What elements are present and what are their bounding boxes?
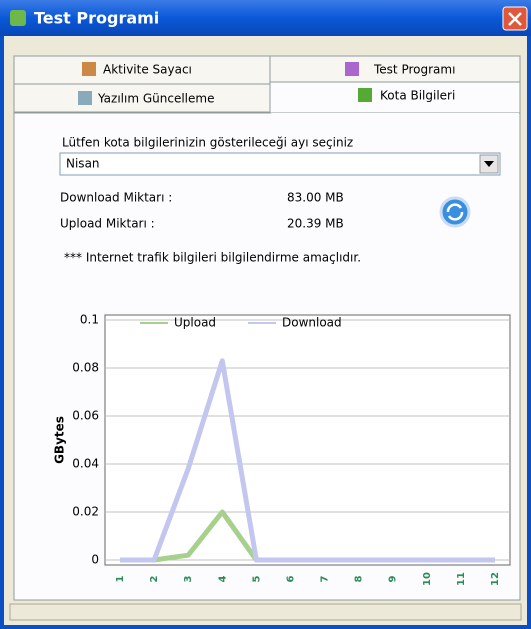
tab-label[interactable]: Aktivite Sayacı bbox=[103, 63, 192, 77]
upload-label: Upload Miktarı : bbox=[60, 217, 155, 231]
x-tick-label: 9 bbox=[388, 575, 399, 582]
upload-value: 20.39 MB bbox=[287, 217, 344, 231]
y-tick-label: 0.04 bbox=[72, 457, 99, 471]
y-tick-label: 0 bbox=[91, 553, 99, 567]
x-tick-label: 5 bbox=[251, 575, 262, 582]
legend-label: Upload bbox=[174, 316, 216, 330]
x-tick-label: 8 bbox=[354, 575, 365, 582]
status-bar bbox=[10, 604, 521, 620]
legend-label: Download bbox=[282, 316, 342, 330]
download-label: Download Miktarı : bbox=[60, 191, 172, 205]
y-axis-title: GBytes bbox=[53, 416, 67, 464]
note: *** Internet trafik bilgileri bilgilendi… bbox=[64, 251, 361, 265]
window: Test Programi Aktivite Sayacı Test Progr… bbox=[0, 0, 531, 629]
tab-label[interactable]: Yazılım Güncelleme bbox=[97, 92, 214, 106]
x-tick-label: 6 bbox=[285, 575, 296, 582]
prompt: Lütfen kota bilgilerinizin gösterileceği… bbox=[62, 136, 353, 150]
x-tick-label: 2 bbox=[149, 575, 160, 582]
x-tick-label: 4 bbox=[217, 575, 228, 582]
tab-label[interactable]: Test Programı bbox=[373, 63, 455, 77]
refresh-button[interactable] bbox=[441, 198, 469, 226]
y-tick-label: 0.02 bbox=[72, 505, 99, 519]
tab-icon bbox=[82, 62, 96, 76]
app-icon bbox=[10, 10, 26, 26]
tab-label[interactable]: Kota Bilgileri bbox=[380, 89, 455, 103]
y-tick-label: 0.08 bbox=[72, 361, 99, 375]
tab-icon bbox=[358, 88, 372, 102]
x-tick-label: 10 bbox=[422, 572, 433, 586]
x-tick-label: 3 bbox=[183, 575, 194, 582]
month-select[interactable] bbox=[60, 153, 500, 175]
month-value[interactable]: Nisan bbox=[66, 157, 100, 171]
window-title: Test Programi bbox=[34, 9, 159, 28]
y-tick-label: 0.1 bbox=[80, 313, 99, 327]
tab-icon bbox=[345, 62, 359, 76]
download-value: 83.00 MB bbox=[287, 191, 344, 205]
x-tick-label: 7 bbox=[320, 575, 331, 582]
y-tick-label: 0.06 bbox=[72, 409, 99, 423]
x-tick-label: 1 bbox=[115, 575, 126, 582]
x-tick-label: 11 bbox=[456, 572, 467, 586]
x-tick-label: 12 bbox=[490, 572, 501, 586]
tab-icon bbox=[78, 91, 92, 105]
